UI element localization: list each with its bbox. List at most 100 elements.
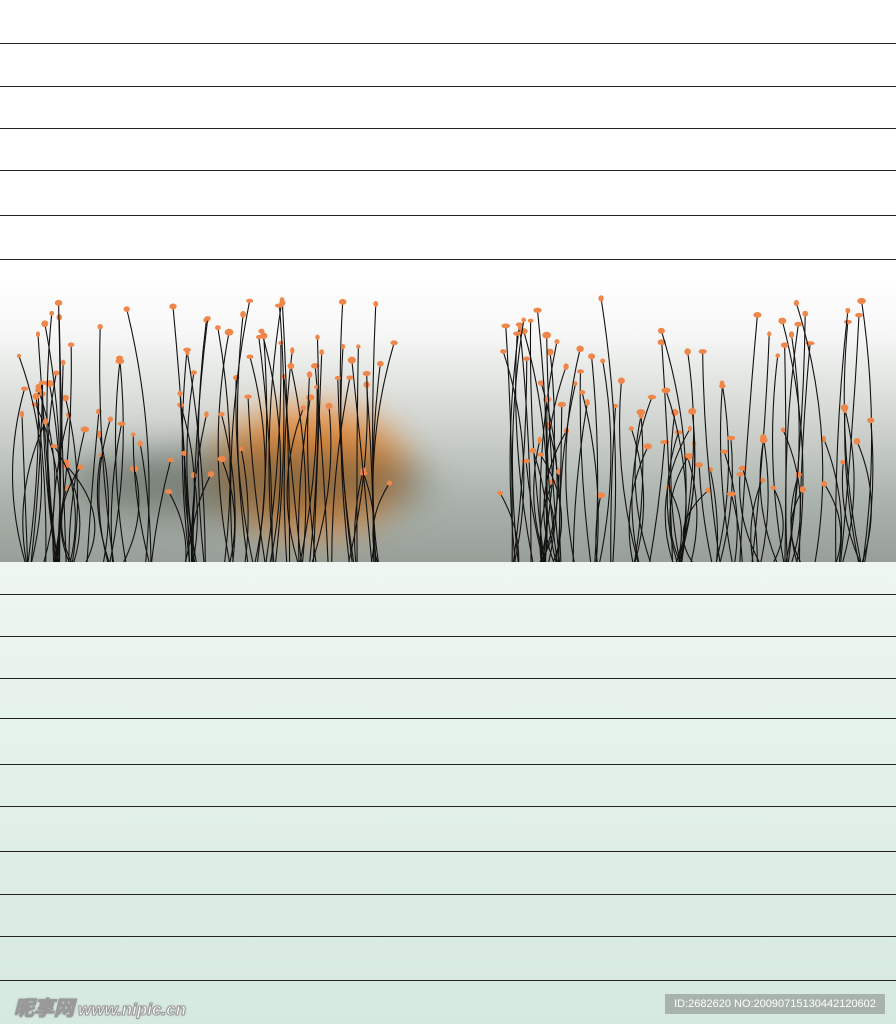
flower-bud (843, 319, 852, 324)
stem (356, 346, 359, 562)
flower-bud (169, 303, 177, 310)
stem (372, 342, 395, 562)
flower-bud (845, 307, 851, 314)
flower-bud (687, 425, 692, 432)
flower-bud (183, 347, 191, 353)
flower-bud (334, 375, 341, 381)
flower-bud (788, 331, 795, 339)
stem (230, 300, 251, 562)
flower-bud (688, 408, 697, 415)
stem (132, 434, 150, 562)
stem (191, 473, 212, 562)
stem (795, 302, 824, 562)
flower-bud (346, 375, 354, 380)
stem (559, 383, 577, 562)
flower-bud (523, 356, 531, 361)
stem (86, 411, 100, 562)
ruled-line (0, 980, 896, 981)
flower-bud (515, 322, 524, 327)
stem (669, 455, 690, 562)
flower-bud (684, 348, 691, 356)
flower-bud (576, 345, 584, 353)
flower-bud (32, 392, 40, 400)
ruled-line (0, 764, 896, 765)
stem (11, 388, 26, 562)
flower-bud (799, 486, 807, 493)
stem (591, 356, 599, 562)
stem (529, 320, 545, 562)
stem (311, 405, 332, 562)
ruled-line (0, 718, 896, 719)
stem (96, 455, 110, 562)
flower-bud (684, 453, 693, 459)
stem (760, 436, 769, 562)
stem (109, 358, 124, 562)
stem (579, 371, 592, 562)
stem (781, 320, 804, 562)
stem (220, 414, 236, 562)
flower-bud (501, 323, 511, 329)
flower-bud (340, 344, 346, 350)
stem (38, 390, 56, 562)
flower-bud (517, 325, 522, 331)
watermark-logo: 昵享网 www.nipic.cn (14, 992, 187, 1021)
flower-bud (674, 430, 683, 435)
ruled-line (0, 894, 896, 895)
stem (772, 487, 784, 562)
stem (649, 442, 666, 562)
stem (309, 337, 319, 562)
flower-bud (529, 447, 537, 454)
stem (123, 468, 140, 562)
stem (290, 365, 307, 562)
flower-bud (96, 430, 102, 438)
flower-bud (537, 436, 542, 444)
stem (505, 325, 513, 562)
ruled-line (0, 128, 896, 129)
stem (59, 362, 64, 562)
ruled-line (0, 259, 896, 260)
stem (742, 468, 758, 562)
flower-bud (753, 311, 762, 318)
flower-bud (578, 390, 586, 395)
stem (275, 305, 285, 562)
flower-bud (246, 298, 254, 303)
flower-bud (497, 490, 504, 496)
stem (283, 376, 302, 562)
flower-bud (802, 310, 809, 317)
stem (787, 313, 806, 562)
flower-bud (107, 416, 113, 422)
flower-bud (306, 371, 313, 379)
stem (666, 432, 679, 562)
ruled-line (0, 636, 896, 637)
stem (197, 320, 207, 562)
flower-bud (16, 353, 21, 358)
flower-bud (795, 471, 802, 478)
stem (519, 327, 532, 562)
stem (687, 457, 698, 562)
stem (664, 428, 691, 562)
stem (249, 356, 266, 562)
flower-bud (246, 354, 254, 359)
stem (354, 470, 364, 562)
flower-bud (117, 421, 126, 426)
flower-bud (628, 426, 634, 431)
flower-bud (165, 488, 173, 495)
flower-bud (738, 465, 747, 471)
flower-bud (767, 331, 772, 337)
watermark-id: ID:2682620 NO:20090715130442120602 (665, 994, 885, 1014)
stem (192, 318, 209, 562)
stem (709, 469, 719, 562)
stem (30, 382, 44, 562)
flower-bud (643, 443, 652, 450)
flower-bud (290, 347, 295, 354)
stem (599, 360, 612, 562)
stem (98, 419, 111, 562)
flower-bud (390, 340, 398, 346)
flower-bud (537, 380, 545, 386)
flower-bud (842, 408, 847, 414)
stem (68, 429, 86, 562)
stem (340, 346, 350, 562)
flower-bud (77, 464, 84, 470)
stem (260, 330, 282, 562)
stem (306, 374, 317, 562)
